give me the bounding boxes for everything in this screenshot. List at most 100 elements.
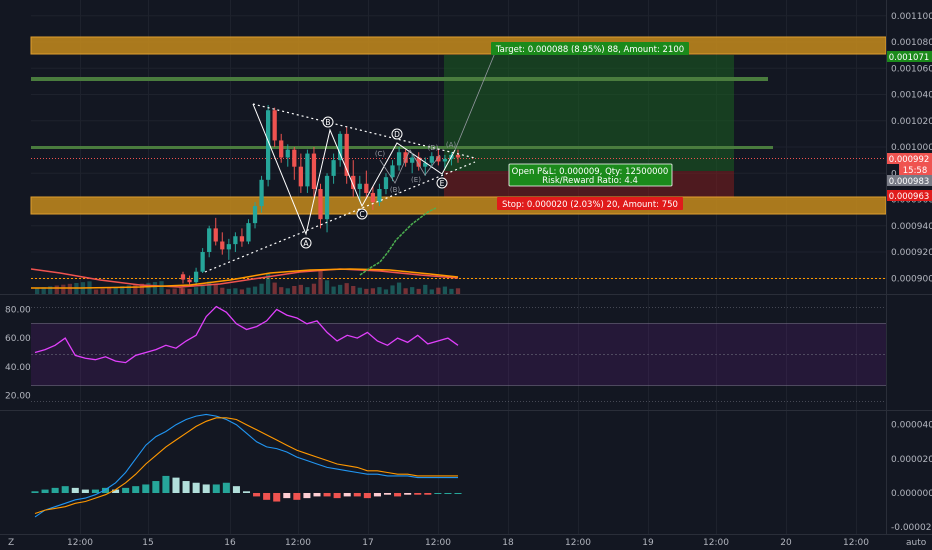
support-zone[interactable]: [30, 196, 887, 215]
candle-body: [403, 152, 408, 163]
volume-bar: [159, 281, 164, 294]
green-level-line-lower[interactable]: [31, 146, 773, 149]
volume-bar: [113, 287, 118, 294]
macd-histogram-bar: [313, 493, 321, 497]
candle-body: [429, 156, 434, 163]
macd-histogram-bar: [132, 486, 140, 493]
time-tick-label: 12:00: [843, 538, 869, 548]
position-annotations[interactable]: Target: 0.000088 (8.95%) 88, Amount: 210…: [491, 42, 689, 210]
volume-bar: [61, 284, 66, 294]
macd-histogram-bar: [383, 493, 392, 495]
macd-histogram-bar: [333, 493, 341, 499]
rsi-tick-label: 80.00: [5, 305, 31, 315]
volume-bar: [54, 285, 59, 294]
volume-bar: [35, 288, 40, 294]
svg-text:E: E: [440, 179, 445, 188]
price-tick-label: 0.000920: [891, 248, 932, 258]
wave-drawings[interactable]: [204, 47, 498, 273]
macd-histogram-bar: [454, 493, 462, 494]
sub-wave-path: [379, 149, 441, 184]
volume-bar: [318, 270, 323, 294]
price-tick-label: 0.001060: [891, 64, 932, 74]
candle-body: [390, 165, 395, 178]
target-annotation: Target: 0.000088 (8.95%) 88, Amount: 210…: [491, 42, 689, 55]
candle-body: [364, 183, 369, 193]
price-tick-label: 0.000940: [891, 222, 932, 232]
svg-text:0.001071: 0.001071: [889, 53, 930, 63]
time-axis[interactable]: 12:00 15 16 12:00 17 12:00 18 12:00 19 12:00 20 12:…: [67, 538, 869, 548]
macd-histogram-bar: [122, 487, 130, 493]
rsi-axis[interactable]: 80.00 60.00 40.00 20.00: [5, 305, 31, 401]
macd-histogram-bar: [112, 489, 120, 493]
macd-tick-label: 0.000040: [891, 421, 932, 431]
sub-wave-label-a: (A): [446, 141, 457, 149]
macd-histogram-bar: [232, 486, 240, 493]
candle-body: [213, 228, 218, 242]
candle-body: [207, 228, 212, 252]
volume-bar: [100, 288, 105, 294]
target-profit-box[interactable]: [444, 55, 734, 171]
auto-scale-button[interactable]: auto: [906, 538, 927, 548]
wave-label-e: E: [436, 177, 448, 189]
candle-body: [318, 189, 323, 220]
candle-body: [331, 160, 336, 176]
macd-tick-label: -0.000020: [891, 523, 932, 533]
macd-histogram-bar: [71, 487, 79, 493]
time-tick-label: 15: [142, 538, 153, 548]
green-step-line: [359, 207, 437, 276]
macd-axis[interactable]: 0.000040 0.000020 0.000000 -0.000020: [891, 421, 932, 534]
volume-bar: [305, 287, 310, 294]
volume-bar: [455, 288, 461, 294]
volume-bar: [410, 287, 415, 294]
candlesticks: [180, 105, 461, 285]
candle-body: [279, 140, 284, 158]
timezone-corner-label[interactable]: Z: [8, 538, 14, 548]
price-badges: 0.001071 0.000992 15:58 0.000983 0.00096…: [887, 51, 932, 202]
time-tick-label: 12:00: [703, 538, 729, 548]
candle-body: [272, 110, 277, 141]
volume-bar: [423, 284, 428, 294]
volume-bar: [120, 286, 125, 294]
candle-body: [292, 149, 297, 167]
macd-histogram-bar: [434, 493, 442, 494]
green-level-line-upper[interactable]: [31, 77, 768, 81]
price-tick-label: 0.000900: [891, 274, 932, 284]
resistance-zone-top[interactable]: [30, 36, 887, 55]
macd-histogram-bar: [172, 477, 180, 493]
svg-text:D: D: [394, 130, 400, 139]
signal-line: [34, 417, 458, 515]
rsi-tick-label: 20.00: [5, 392, 31, 402]
sub-wave-label-e: (E): [411, 176, 421, 184]
svg-text:Open P&L: 0.000009, Qty: 12500: Open P&L: 0.000009, Qty: 12500000: [512, 167, 669, 177]
svg-text:0.000992: 0.000992: [889, 155, 930, 165]
macd-tick-label: 0.000020: [891, 455, 932, 465]
macd-histogram-bar: [202, 484, 210, 493]
time-tick-label: 17: [362, 538, 373, 548]
macd-histogram-bar: [323, 493, 331, 497]
candle-body: [193, 271, 199, 283]
rsi-tick-label: 40.00: [5, 363, 31, 373]
price-tick-label: 0.001020: [891, 117, 932, 127]
macd-histogram-bar: [353, 493, 361, 497]
volume-bar: [187, 288, 192, 294]
macd-histogram-bar: [253, 493, 261, 497]
volume-bar: [390, 285, 395, 294]
candle-body: [285, 149, 290, 158]
macd-histogram-bar: [273, 493, 281, 502]
volume-bar: [403, 288, 408, 294]
macd-histogram-bar: [404, 493, 412, 495]
volume-bar: [265, 274, 271, 294]
volume-bar: [272, 282, 277, 294]
volume-bar: [246, 287, 251, 294]
volume-bar: [252, 286, 258, 294]
svg-text:Stop: 0.000020 (2.03%) 20, Amo: Stop: 0.000020 (2.03%) 20, Amount: 750: [502, 200, 678, 210]
svg-text:A: A: [303, 239, 309, 248]
macd-histogram-bar: [444, 493, 452, 494]
macd-histogram-bar: [182, 481, 190, 493]
candle-body: [416, 157, 421, 167]
macd-histogram-bar: [424, 493, 432, 495]
candle-body: [187, 279, 192, 283]
volume-bar: [67, 283, 72, 294]
candle-body: [311, 153, 317, 189]
